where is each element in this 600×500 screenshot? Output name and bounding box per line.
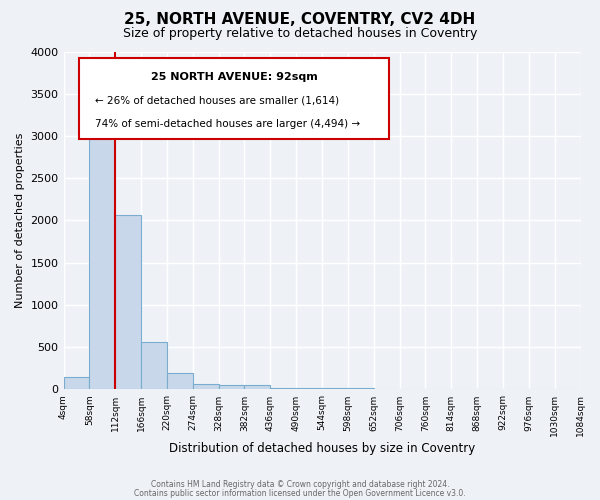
Bar: [244, 385, 271, 390]
FancyBboxPatch shape: [79, 58, 389, 140]
X-axis label: Distribution of detached houses by size in Coventry: Distribution of detached houses by size …: [169, 442, 475, 455]
Bar: [271, 388, 296, 390]
Bar: [322, 388, 348, 390]
Text: 25, NORTH AVENUE, COVENTRY, CV2 4DH: 25, NORTH AVENUE, COVENTRY, CV2 4DH: [124, 12, 476, 28]
Bar: [348, 388, 374, 390]
Text: 25 NORTH AVENUE: 92sqm: 25 NORTH AVENUE: 92sqm: [151, 72, 317, 82]
Y-axis label: Number of detached properties: Number of detached properties: [15, 133, 25, 308]
Bar: [89, 130, 115, 390]
Text: 74% of semi-detached houses are larger (4,494) →: 74% of semi-detached houses are larger (…: [95, 119, 359, 129]
Bar: [115, 214, 141, 390]
Bar: [193, 384, 218, 390]
Text: ← 26% of detached houses are smaller (1,614): ← 26% of detached houses are smaller (1,…: [95, 96, 338, 106]
Text: Contains public sector information licensed under the Open Government Licence v3: Contains public sector information licen…: [134, 488, 466, 498]
Bar: [167, 372, 193, 390]
Bar: [64, 377, 89, 390]
Bar: [296, 388, 322, 390]
Bar: [141, 342, 167, 390]
Text: Size of property relative to detached houses in Coventry: Size of property relative to detached ho…: [123, 28, 477, 40]
Text: Contains HM Land Registry data © Crown copyright and database right 2024.: Contains HM Land Registry data © Crown c…: [151, 480, 449, 489]
Bar: [218, 385, 244, 390]
